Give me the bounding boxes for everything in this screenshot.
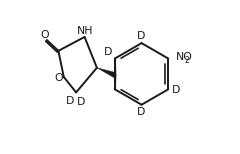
Text: NH: NH <box>77 26 94 36</box>
Text: O: O <box>41 30 49 40</box>
Text: D: D <box>104 47 112 57</box>
Text: D: D <box>137 31 146 41</box>
Text: NO: NO <box>176 52 192 62</box>
Polygon shape <box>97 68 115 78</box>
Text: O: O <box>55 73 64 83</box>
Text: D: D <box>137 107 146 117</box>
Text: 2: 2 <box>184 56 189 65</box>
Text: D: D <box>66 96 74 106</box>
Text: D: D <box>77 97 86 107</box>
Text: D: D <box>172 85 180 95</box>
